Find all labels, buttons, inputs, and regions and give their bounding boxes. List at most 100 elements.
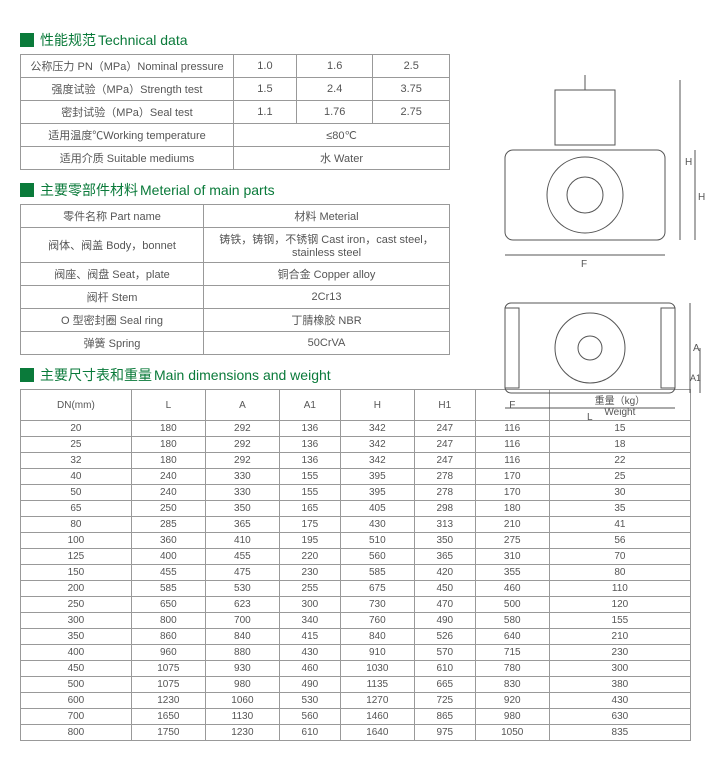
dimensions-header-cell: L [131, 390, 205, 421]
dimensions-cell: 40 [21, 469, 132, 485]
table-row: 阀杆 Stem 2Cr13 [21, 286, 450, 309]
dimensions-cell: 170 [475, 485, 549, 501]
dimensions-cell: 342 [340, 437, 414, 453]
table-row: 300800700340760490580155 [21, 613, 691, 629]
dimensions-cell: 300 [279, 597, 340, 613]
dimensions-cell: 70 [549, 549, 690, 565]
dimensions-cell: 1030 [340, 661, 414, 677]
table-row: 5024033015539527817030 [21, 485, 691, 501]
dimensions-cell: 22 [549, 453, 690, 469]
dimensions-cell: 365 [205, 517, 279, 533]
dimensions-cell: 570 [414, 645, 475, 661]
dimensions-cell: 780 [475, 661, 549, 677]
dimensions-cell: 350 [21, 629, 132, 645]
dimensions-cell: 292 [205, 421, 279, 437]
dimensions-cell: 530 [205, 581, 279, 597]
dimensions-cell: 665 [414, 677, 475, 693]
section-marker-icon [20, 183, 34, 197]
dimensions-cell: 125 [21, 549, 132, 565]
dimensions-title-cn: 主要尺寸表和重量 [40, 365, 152, 385]
dimensions-cell: 610 [279, 725, 340, 741]
dimensions-cell: 420 [414, 565, 475, 581]
table-row: 700165011305601460865980630 [21, 709, 691, 725]
dimensions-cell: 675 [340, 581, 414, 597]
dimensions-header-cell: A1 [279, 390, 340, 421]
dimensions-cell: 800 [21, 725, 132, 741]
part-name: 阀体、阀盖 Body，bonnet [21, 228, 204, 263]
dimensions-cell: 560 [279, 709, 340, 725]
dimensions-cell: 255 [279, 581, 340, 597]
dimensions-cell: 640 [475, 629, 549, 645]
diagram-label-h1: H1 [698, 192, 705, 203]
dimensions-cell: 230 [279, 565, 340, 581]
dimensions-cell: 975 [414, 725, 475, 741]
dimensions-cell: 380 [549, 677, 690, 693]
dimensions-cell: 395 [340, 469, 414, 485]
dimensions-cell: 460 [475, 581, 549, 597]
dimensions-cell: 136 [279, 421, 340, 437]
materials-table: 零件名称 Part name 材料 Meterial 阀体、阀盖 Body，bo… [20, 204, 450, 355]
table-row: 12540045522056036531070 [21, 549, 691, 565]
dimensions-cell: 450 [414, 581, 475, 597]
tech-value: 1.0 [234, 55, 297, 78]
technical-data-table: 公称压力 PN（MPa）Nominal pressure 1.0 1.6 2.5… [20, 54, 450, 170]
dimensions-cell: 247 [414, 421, 475, 437]
dimensions-cell: 715 [475, 645, 549, 661]
dimensions-cell: 330 [205, 469, 279, 485]
dimensions-cell: 30 [549, 485, 690, 501]
tech-value: 1.6 [296, 55, 373, 78]
dimensions-cell: 35 [549, 501, 690, 517]
dimensions-cell: 610 [414, 661, 475, 677]
dimensions-title-en: Main dimensions and weight [154, 367, 331, 383]
dimensions-cell: 195 [279, 533, 340, 549]
table-row: 15045547523058542035580 [21, 565, 691, 581]
dimensions-cell: 455 [131, 565, 205, 581]
dimensions-cell: 1230 [131, 693, 205, 709]
dimensions-cell: 450 [21, 661, 132, 677]
valve-front-diagram: F H H1 [495, 70, 705, 270]
dimensions-cell: 580 [475, 613, 549, 629]
material-value: 2Cr13 [204, 286, 450, 309]
materials-title-en: Meterial of main parts [140, 182, 275, 198]
dimensions-cell: 292 [205, 437, 279, 453]
dimensions-cell: 300 [549, 661, 690, 677]
materials-title-cn: 主要零部件材料 [40, 180, 138, 200]
tech-label: 适用温度℃Working temperature [21, 124, 234, 147]
dimensions-cell: 920 [475, 693, 549, 709]
dimensions-cell: 110 [549, 581, 690, 597]
dimensions-cell: 230 [549, 645, 690, 661]
dimensions-cell: 20 [21, 421, 132, 437]
dimensions-cell: 340 [279, 613, 340, 629]
dimensions-cell: 120 [549, 597, 690, 613]
dimensions-cell: 200 [21, 581, 132, 597]
table-row: 适用温度℃Working temperature ≤80℃ [21, 124, 450, 147]
dimensions-cell: 80 [21, 517, 132, 533]
dimensions-cell: 180 [475, 501, 549, 517]
dimensions-cell: 430 [279, 645, 340, 661]
table-row: 弹簧 Spring 50CrVA [21, 332, 450, 355]
dimensions-cell: 136 [279, 453, 340, 469]
table-row: 密封试验（MPa）Seal test 1.1 1.76 2.75 [21, 101, 450, 124]
table-row: 200585530255675450460110 [21, 581, 691, 597]
dimensions-cell: 400 [21, 645, 132, 661]
table-row: 400960880430910570715230 [21, 645, 691, 661]
material-value: 铜合金 Copper alloy [204, 263, 450, 286]
table-row: 10036041019551035027556 [21, 533, 691, 549]
dimensions-cell: 18 [549, 437, 690, 453]
dimensions-cell: 100 [21, 533, 132, 549]
section-marker-icon [20, 368, 34, 382]
dimensions-cell: 840 [205, 629, 279, 645]
tech-value: 1.5 [234, 78, 297, 101]
dimensions-cell: 840 [340, 629, 414, 645]
dimensions-cell: 860 [131, 629, 205, 645]
dimensions-cell: 155 [279, 485, 340, 501]
dimensions-cell: 600 [21, 693, 132, 709]
dimensions-cell: 136 [279, 437, 340, 453]
dimensions-header-cell: H1 [414, 390, 475, 421]
tech-value: 3.75 [373, 78, 450, 101]
dimensions-cell: 65 [21, 501, 132, 517]
technical-title-cn: 性能规范 [40, 30, 96, 50]
table-row: 6525035016540529818035 [21, 501, 691, 517]
dimensions-cell: 700 [21, 709, 132, 725]
diagram-area: F H H1 L A A1 [495, 70, 710, 426]
